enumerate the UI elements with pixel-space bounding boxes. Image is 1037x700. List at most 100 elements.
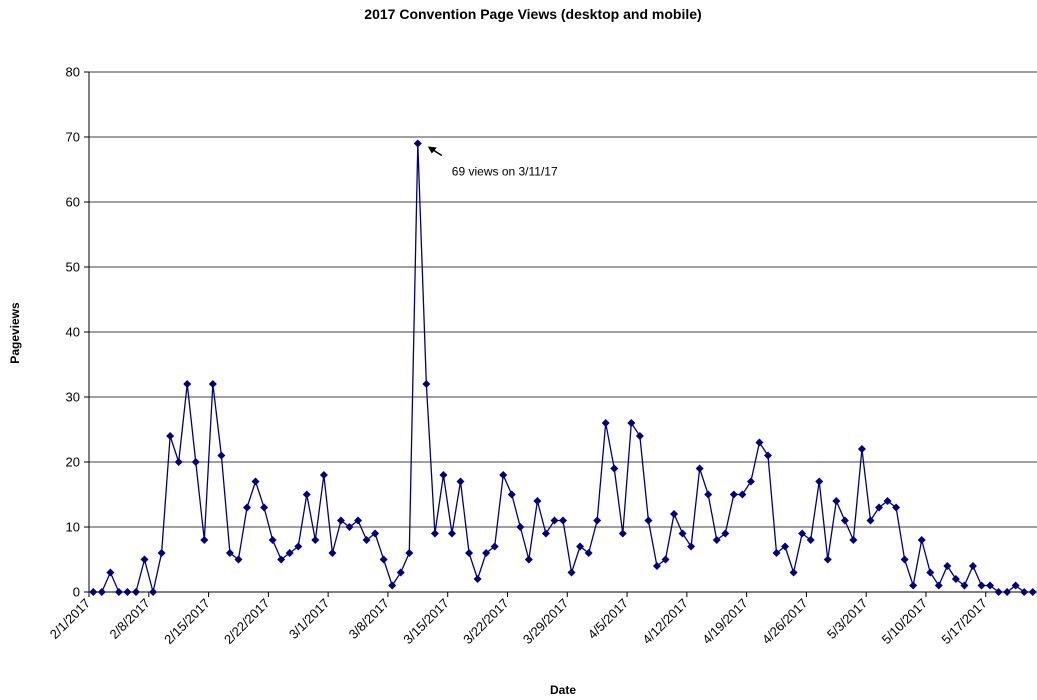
data-point — [405, 549, 414, 557]
data-point — [208, 380, 217, 388]
x-axis-ticks: 2/1/2017 2/8/2017 2/15/2017 2/22/2017 3/1/20… — [47, 592, 990, 647]
data-point — [652, 562, 661, 570]
data-point — [849, 536, 858, 544]
data-point — [285, 549, 294, 557]
data-point — [311, 536, 320, 544]
data-point — [1003, 588, 1012, 596]
data-point — [396, 568, 405, 577]
chart-title: 2017 Convention Page Views (desktop and … — [364, 6, 701, 22]
data-point — [576, 542, 585, 551]
data-point — [832, 497, 841, 505]
data-point — [183, 380, 192, 388]
data-point — [593, 516, 602, 525]
data-point — [174, 458, 183, 466]
y-tick-label: 10 — [66, 520, 80, 535]
data-point — [413, 139, 422, 148]
data-point — [123, 588, 132, 596]
data-point — [781, 542, 790, 551]
y-tick-label: 30 — [66, 390, 80, 405]
data-point — [482, 549, 491, 557]
data-point — [191, 458, 200, 466]
data-point — [1011, 581, 1020, 590]
x-tick-label: 4/12/2017 — [639, 596, 691, 648]
data-point — [994, 588, 1003, 596]
data-point — [251, 477, 260, 486]
data-point — [738, 490, 747, 499]
data-point — [900, 555, 909, 564]
data-point — [140, 555, 149, 564]
series-pageviews — [89, 139, 1037, 596]
data-point — [746, 477, 755, 486]
y-tick-label: 80 — [66, 65, 80, 80]
data-point — [225, 549, 234, 557]
data-point — [336, 516, 345, 525]
gridlines — [89, 71, 1037, 528]
x-tick-label: 3/15/2017 — [400, 596, 452, 648]
x-tick-label: 3/22/2017 — [460, 596, 512, 648]
x-tick-label: 3/8/2017 — [346, 596, 392, 642]
data-point — [755, 438, 764, 447]
data-point — [106, 568, 115, 577]
data-point — [456, 477, 465, 486]
data-point — [866, 516, 875, 525]
data-point — [704, 490, 713, 499]
data-point — [627, 419, 636, 427]
data-point — [541, 529, 550, 538]
data-point — [328, 549, 337, 557]
data-point — [524, 555, 533, 564]
data-point — [430, 529, 439, 538]
data-point — [89, 588, 98, 596]
data-point — [806, 536, 815, 544]
data-point — [354, 516, 363, 525]
data-point — [490, 542, 499, 551]
y-tick-label: 60 — [66, 195, 80, 210]
data-point — [268, 536, 277, 544]
data-point — [687, 542, 696, 551]
x-tick-label: 4/5/2017 — [585, 596, 631, 642]
data-point — [379, 555, 388, 564]
data-point — [362, 536, 371, 544]
y-tick-label: 0 — [73, 585, 80, 600]
data-point — [823, 555, 832, 564]
data-point — [371, 529, 380, 538]
data-point — [951, 575, 960, 583]
data-point — [302, 490, 311, 499]
data-point — [892, 503, 901, 512]
data-point — [1028, 588, 1037, 596]
x-tick-label: 2/15/2017 — [161, 596, 213, 648]
data-point — [789, 568, 798, 577]
x-axis-label: Date — [550, 683, 576, 697]
data-point — [507, 490, 516, 499]
data-point — [986, 581, 995, 590]
data-point — [857, 445, 866, 453]
data-point — [473, 575, 482, 583]
x-tick-label: 5/17/2017 — [938, 596, 990, 648]
data-point — [917, 536, 926, 544]
data-point — [439, 471, 448, 479]
data-point — [294, 542, 303, 551]
x-tick-label: 2/22/2017 — [221, 596, 273, 648]
y-tick-label: 70 — [66, 130, 80, 145]
data-point — [533, 497, 542, 505]
y-tick-label: 50 — [66, 260, 80, 275]
data-point — [550, 516, 559, 525]
data-point — [815, 477, 824, 486]
data-point — [661, 555, 670, 564]
data-point — [909, 581, 918, 590]
data-point — [712, 536, 721, 544]
data-point — [559, 516, 567, 525]
y-axis-ticks: 0 10 20 30 40 50 60 70 80 — [66, 65, 89, 600]
x-tick-label: 2/1/2017 — [47, 596, 93, 642]
data-point — [97, 588, 106, 596]
data-point — [499, 471, 508, 479]
x-tick-label: 4/26/2017 — [759, 596, 811, 648]
data-point — [217, 451, 226, 460]
data-point — [977, 581, 986, 590]
data-point — [943, 562, 952, 570]
data-point — [610, 464, 619, 473]
data-point — [149, 588, 158, 596]
data-point — [243, 503, 251, 512]
x-tick-label: 3/29/2017 — [520, 596, 572, 648]
data-point — [968, 562, 977, 570]
